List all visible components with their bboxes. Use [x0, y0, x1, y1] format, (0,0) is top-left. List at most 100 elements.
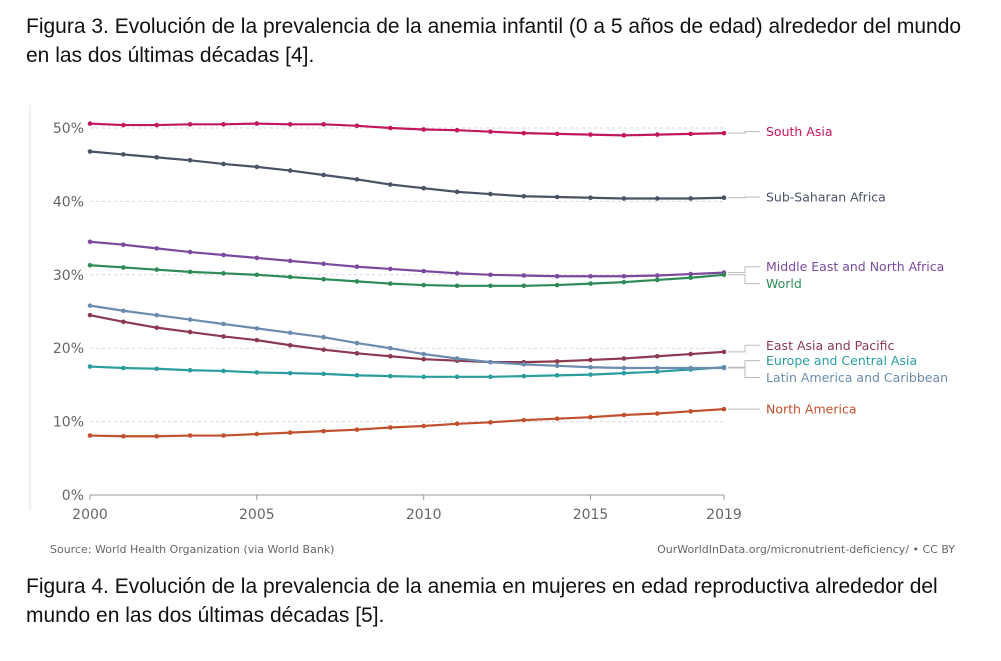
data-point [154, 155, 160, 160]
data-point [354, 177, 360, 182]
series-line [89, 314, 725, 364]
label-leader [728, 360, 760, 368]
data-point [187, 122, 193, 127]
data-point [254, 337, 260, 343]
data-point [87, 364, 93, 369]
data-point [321, 371, 326, 377]
data-point [554, 363, 560, 369]
data-point [154, 433, 160, 439]
data-point [488, 129, 493, 134]
data-point [421, 185, 426, 191]
data-point [588, 364, 593, 370]
data-point [688, 275, 693, 281]
data-point [354, 123, 360, 129]
data-point [588, 195, 593, 201]
data-point [721, 272, 727, 278]
series-labels: South Asia Sub-Saharan Africa Middle East … [728, 124, 948, 417]
data-point [287, 258, 293, 264]
series-line [89, 365, 725, 378]
data-point [321, 276, 326, 282]
data-point [154, 366, 160, 372]
data-point [187, 249, 193, 255]
data-point [87, 433, 93, 438]
data-point [621, 279, 627, 285]
source-note: Source: World Health Organization (via W… [50, 543, 334, 556]
data-point [654, 273, 660, 278]
data-point [388, 345, 393, 351]
data-point [121, 152, 126, 157]
data-point [254, 326, 260, 331]
data-point [521, 417, 527, 423]
data-point [621, 370, 627, 376]
series-line [89, 150, 725, 200]
data-point [121, 365, 126, 371]
data-point [187, 157, 193, 163]
series-label: Middle East and North Africa [766, 259, 944, 274]
data-point [221, 433, 226, 438]
data-point [521, 283, 527, 289]
data-point [721, 406, 727, 412]
data-point [554, 273, 560, 279]
series-line [89, 240, 725, 278]
data-point [688, 365, 693, 371]
data-point [654, 369, 660, 374]
data-point [354, 373, 360, 378]
data-point [688, 131, 693, 137]
data-point [721, 195, 727, 201]
data-point [421, 423, 426, 429]
data-point [287, 430, 293, 435]
data-point [488, 374, 493, 380]
data-point [654, 411, 660, 416]
data-point [621, 196, 627, 201]
data-point [121, 319, 126, 325]
data-point [654, 277, 660, 283]
data-point [588, 414, 593, 420]
data-point [321, 261, 326, 267]
label-leader [728, 196, 760, 199]
data-point [321, 334, 326, 340]
data-point [588, 357, 593, 363]
caption-top: Figura 3. Evolución de la prevalencia de… [26, 15, 962, 67]
data-point [388, 281, 393, 286]
data-point [254, 370, 260, 375]
data-point [688, 196, 693, 201]
data-point [654, 132, 660, 137]
data-point [388, 373, 393, 379]
data-point [554, 194, 560, 200]
data-point [421, 374, 426, 380]
data-point [254, 255, 260, 261]
data-point [688, 351, 693, 357]
data-point [688, 409, 693, 414]
data-point [454, 189, 460, 195]
data-point [354, 279, 360, 284]
data-point [588, 273, 593, 279]
data-point [554, 359, 560, 364]
data-point [87, 239, 93, 245]
data-point [254, 121, 260, 126]
data-point [721, 365, 727, 371]
data-point [721, 349, 727, 355]
data-point [588, 372, 593, 377]
x-tick-label: 2000 [72, 507, 108, 523]
data-point [454, 127, 460, 133]
data-point [621, 365, 627, 371]
data-point [654, 196, 660, 201]
data-point [121, 265, 126, 270]
x-axis: 2000 2005 2010 2015 2019 [72, 494, 742, 523]
y-tick-label: 40% [53, 194, 84, 210]
data-point [121, 242, 126, 248]
data-point [488, 191, 493, 197]
label-leader [728, 274, 760, 285]
data-point [554, 282, 560, 288]
data-point [221, 122, 226, 127]
data-point [488, 272, 493, 278]
series-label: Sub-Saharan Africa [766, 189, 886, 204]
data-point [154, 312, 160, 318]
data-point [254, 431, 260, 437]
x-tick-label: 2010 [406, 507, 442, 523]
data-point [521, 362, 527, 367]
data-point [154, 267, 160, 272]
data-point [354, 264, 360, 270]
label-leader [728, 367, 760, 379]
